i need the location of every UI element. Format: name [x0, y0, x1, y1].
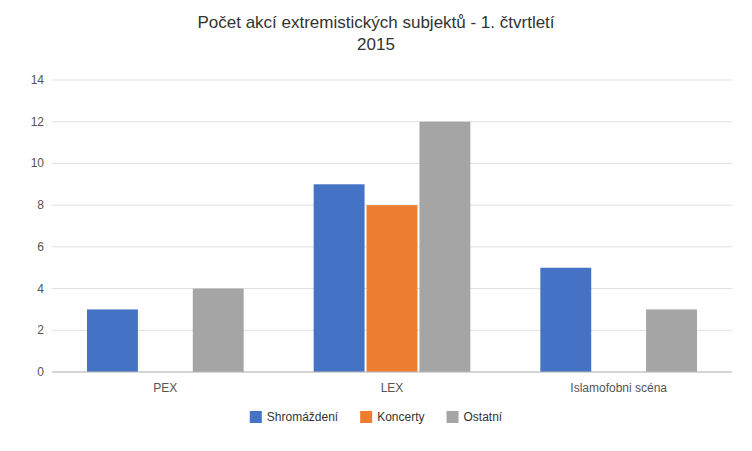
bar	[540, 268, 591, 372]
bar	[419, 122, 470, 372]
title: Počet akcí extremistických subjektů - 1.…	[197, 13, 554, 54]
grid-line	[52, 80, 732, 81]
chart: Počet akcí extremistických subjektů - 1.…	[0, 0, 752, 451]
bar	[193, 289, 244, 372]
bar	[87, 309, 138, 372]
legend-label: Shromáždení	[267, 410, 339, 424]
bars	[87, 122, 697, 372]
grid-line	[52, 121, 732, 122]
y-axis: 0 2 4 6 8 10 12 14	[31, 73, 732, 379]
y-tick-label: 4	[37, 282, 44, 296]
y-tick-label: 2	[37, 323, 44, 337]
bar	[367, 205, 418, 372]
x-tick-label: Islamofobni scéna	[570, 381, 667, 395]
legend-swatch	[250, 411, 262, 423]
legend-swatch	[360, 411, 372, 423]
legend: Shromáždení Koncerty Ostatní	[250, 410, 503, 424]
bar	[314, 184, 365, 372]
grid-line	[52, 163, 732, 164]
legend-label: Ostatní	[464, 410, 503, 424]
y-tick-label: 12	[31, 115, 45, 129]
y-tick-label: 14	[31, 73, 45, 87]
x-axis: PEX LEX Islamofobni scéna	[153, 381, 667, 395]
y-tick-label: 10	[31, 156, 45, 170]
x-tick-label: PEX	[153, 381, 177, 395]
y-tick-label: 0	[37, 365, 44, 379]
legend-swatch	[447, 411, 459, 423]
y-tick-label: 6	[37, 240, 44, 254]
x-axis-line	[52, 372, 732, 373]
y-tick-label: 8	[37, 198, 44, 212]
legend-label: Koncerty	[377, 410, 424, 424]
x-tick-label: LEX	[381, 381, 404, 395]
bar	[646, 309, 697, 372]
grid-line	[52, 372, 732, 373]
